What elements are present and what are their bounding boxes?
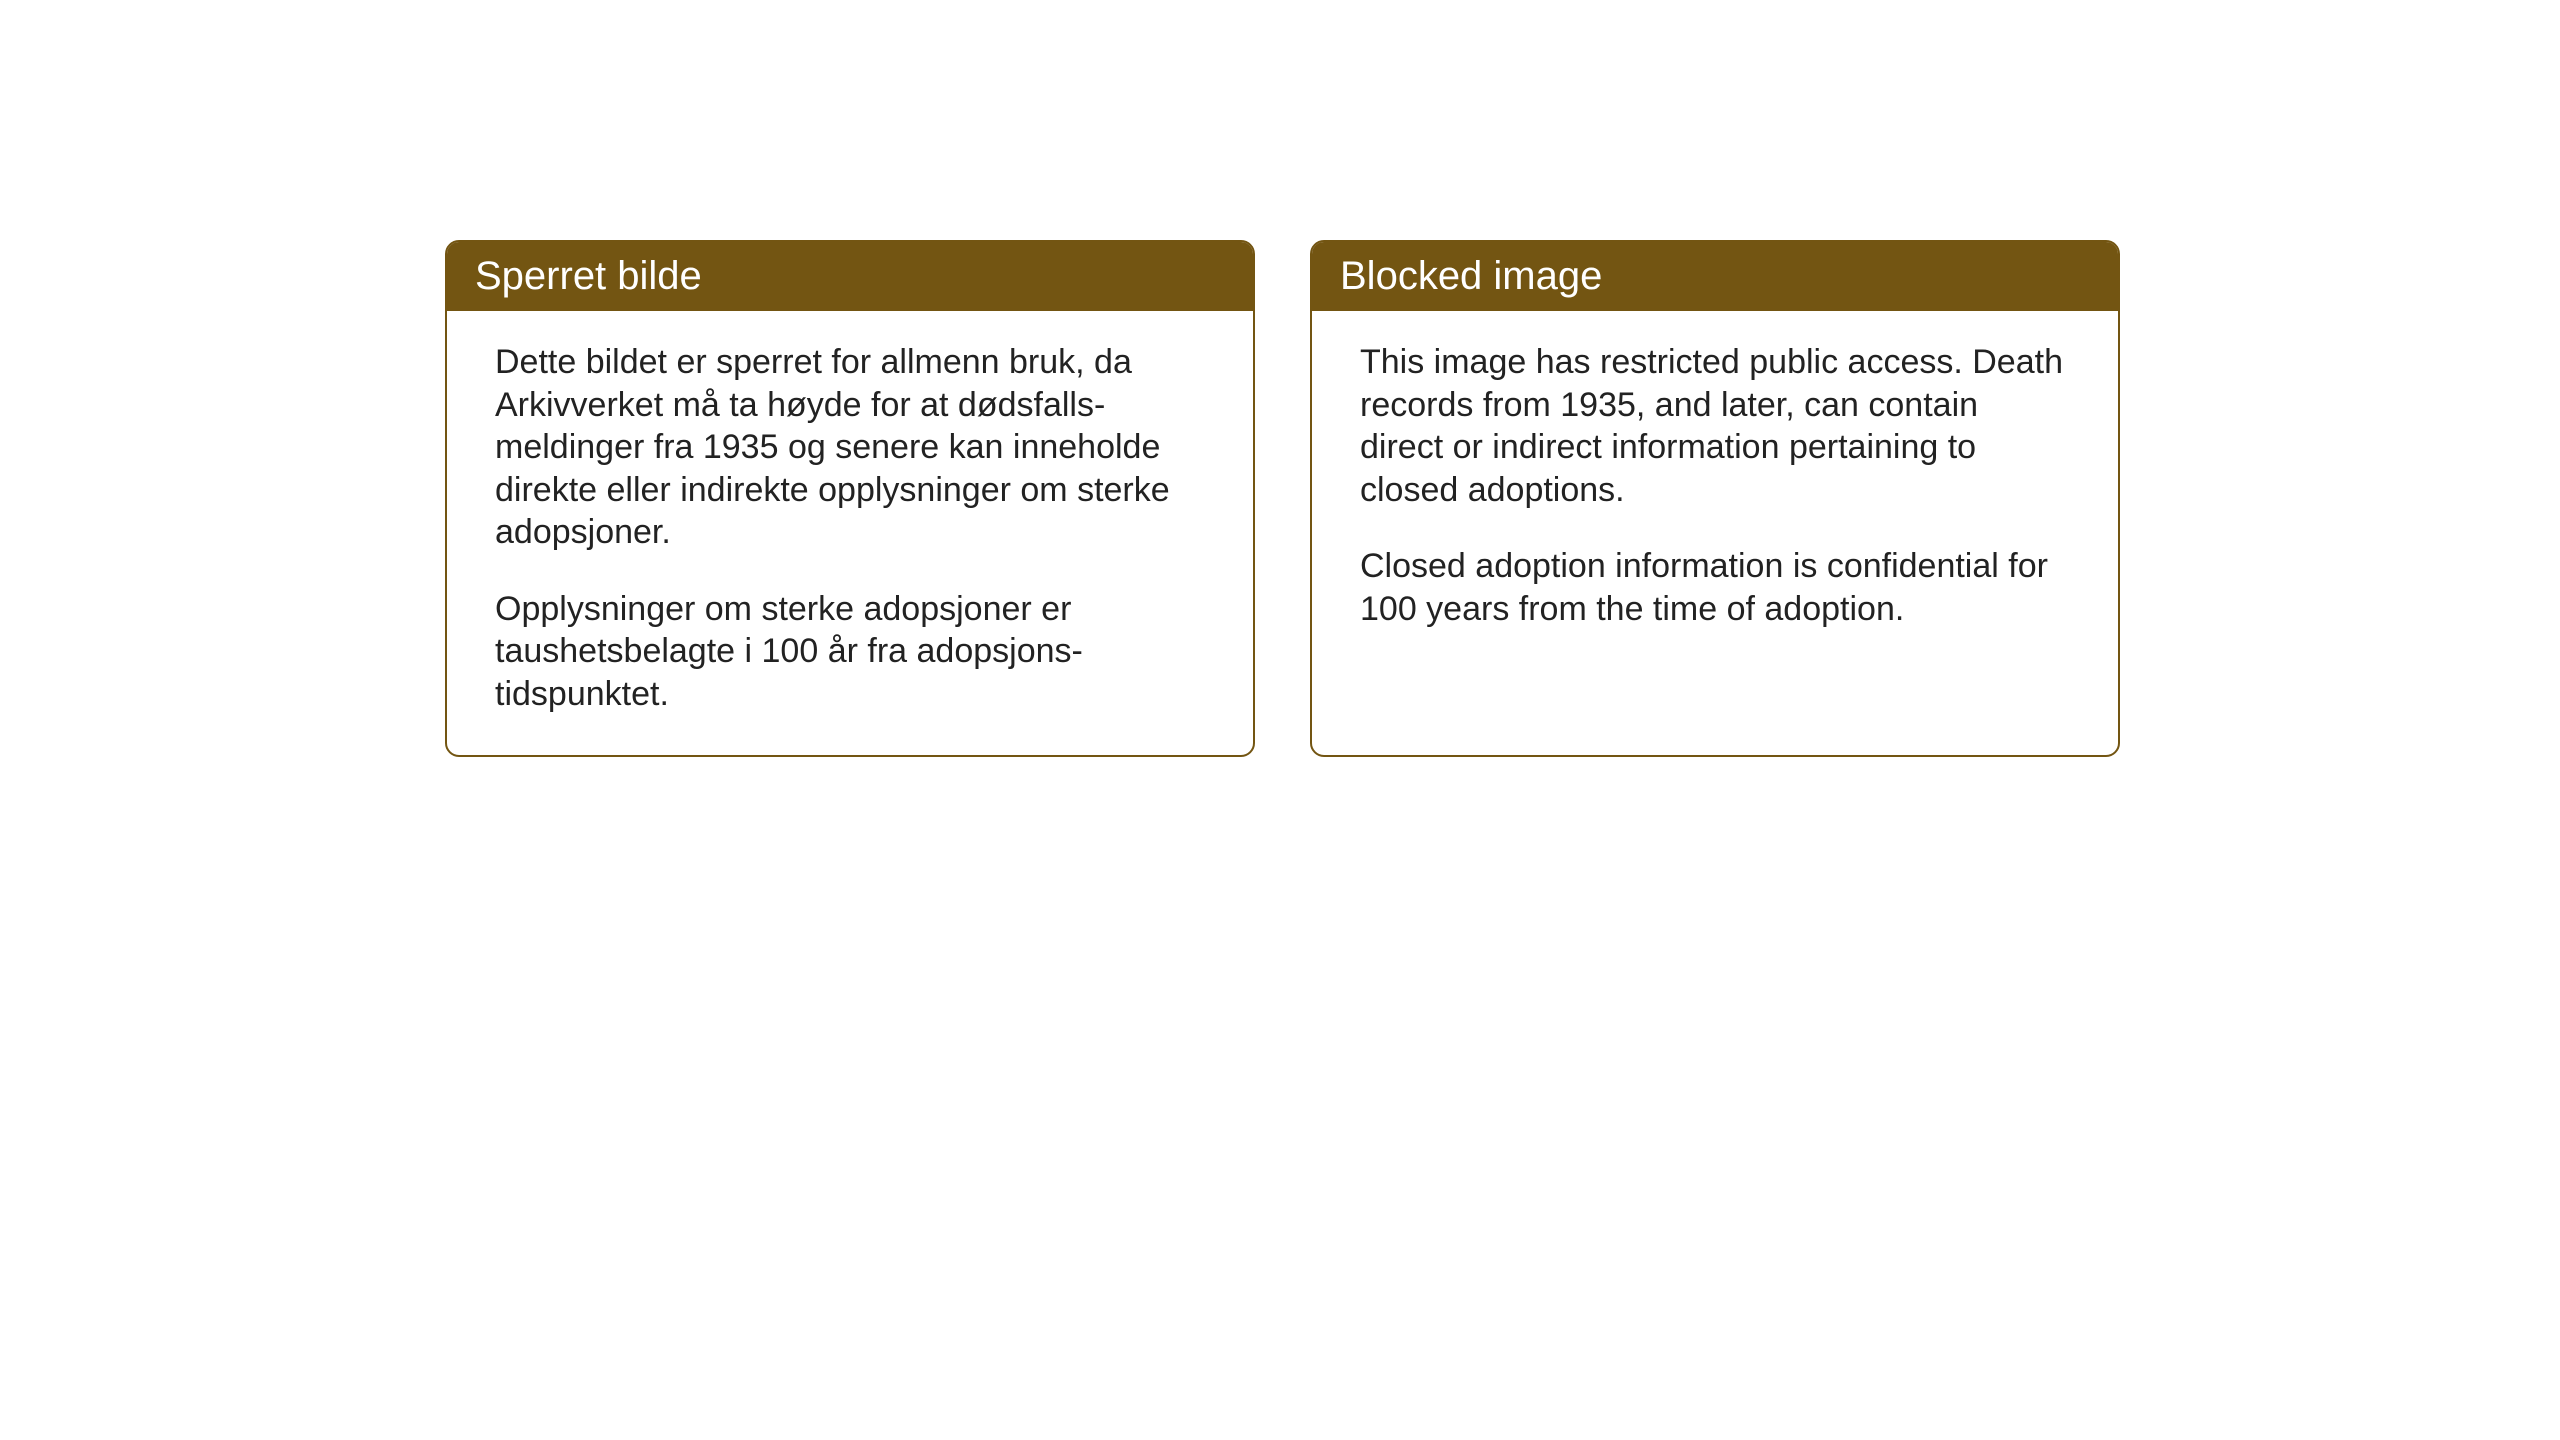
blocked-image-card-english: Blocked image This image has restricted … (1310, 240, 2120, 757)
card-header: Sperret bilde (447, 242, 1253, 311)
card-paragraph: Closed adoption information is confident… (1360, 545, 2070, 630)
card-title: Sperret bilde (475, 254, 702, 298)
blocked-image-card-norwegian: Sperret bilde Dette bildet er sperret fo… (445, 240, 1255, 757)
card-paragraph: Opplysninger om sterke adopsjoner er tau… (495, 588, 1205, 716)
card-body: This image has restricted public access.… (1312, 311, 2118, 670)
card-paragraph: This image has restricted public access.… (1360, 341, 2070, 511)
card-title: Blocked image (1340, 254, 1602, 298)
info-cards-container: Sperret bilde Dette bildet er sperret fo… (445, 240, 2120, 757)
card-body: Dette bildet er sperret for allmenn bruk… (447, 311, 1253, 755)
card-header: Blocked image (1312, 242, 2118, 311)
card-paragraph: Dette bildet er sperret for allmenn bruk… (495, 341, 1205, 554)
